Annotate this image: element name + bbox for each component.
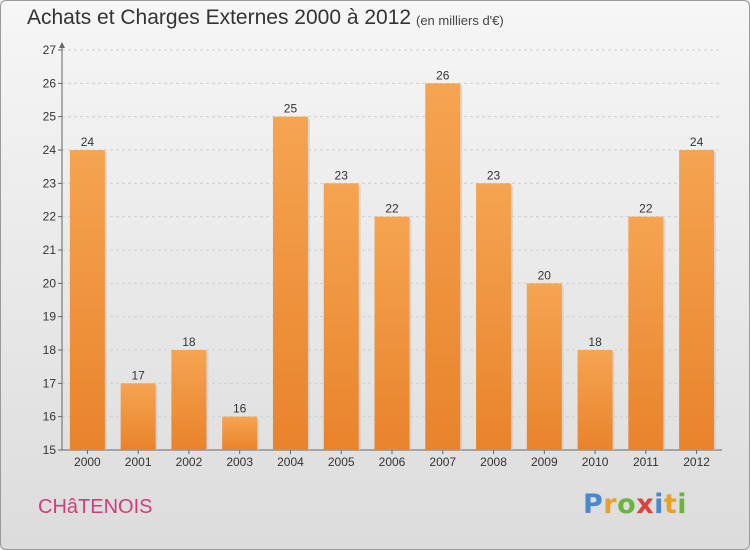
logo-letter: o <box>617 489 637 520</box>
y-tick-label: 22 <box>43 210 57 224</box>
x-tick-label: 2007 <box>429 455 456 469</box>
x-tick-label: 2002 <box>176 455 203 469</box>
bar <box>120 383 156 450</box>
y-tick-label: 18 <box>43 343 57 357</box>
bar <box>272 116 308 451</box>
x-tick-label: 2012 <box>683 455 710 469</box>
logo-letter: t <box>663 489 678 520</box>
bar <box>526 283 562 450</box>
bar <box>69 150 105 450</box>
logo-letter: r <box>603 489 618 520</box>
x-tick-label: 2009 <box>531 455 558 469</box>
y-tick-label: 24 <box>43 143 57 157</box>
bar <box>323 183 359 451</box>
x-tick-label: 2008 <box>480 455 507 469</box>
bar <box>577 350 613 450</box>
data-label: 16 <box>233 402 247 416</box>
y-tick-label: 27 <box>43 43 57 57</box>
x-tick-label: 2003 <box>226 455 253 469</box>
chart-title: Achats et Charges Externes 2000 à 2012 <box>27 6 412 29</box>
data-label: 18 <box>182 335 196 349</box>
bars <box>69 83 717 451</box>
data-label: 23 <box>335 168 349 182</box>
y-tick-label: 17 <box>43 376 57 390</box>
y-tick-label: 19 <box>43 310 57 324</box>
data-label: 17 <box>131 368 145 382</box>
data-label: 24 <box>81 135 95 149</box>
chart-subtitle: (en milliers d'€) <box>416 13 504 28</box>
bar <box>476 183 512 451</box>
logo-letter: i <box>677 489 688 520</box>
data-label: 26 <box>436 68 450 82</box>
bar <box>374 216 410 450</box>
x-tick-label: 2006 <box>379 455 406 469</box>
y-tick-label: 25 <box>43 110 57 124</box>
y-tick-label: 23 <box>43 176 57 190</box>
x-tick-label: 2004 <box>277 455 304 469</box>
logo-letter: x <box>636 489 655 520</box>
y-axis-arrow <box>59 42 65 48</box>
data-label: 18 <box>588 335 602 349</box>
data-label: 25 <box>284 102 298 116</box>
logo-letter: i <box>654 489 664 520</box>
x-tick-label: 2001 <box>125 455 152 469</box>
y-tick-label: 16 <box>43 410 57 424</box>
data-label: 24 <box>690 135 704 149</box>
bar <box>679 150 715 450</box>
x-tick-label: 2010 <box>582 455 609 469</box>
bar <box>425 83 461 450</box>
x-tick-label: 2005 <box>328 455 355 469</box>
x-tick-label: 2011 <box>633 455 659 469</box>
x-tick-label: 2000 <box>74 455 101 469</box>
bar <box>222 416 258 450</box>
logo-letter: P <box>583 489 604 520</box>
place-name: CHâTENOIS <box>38 496 153 518</box>
y-tick-label: 20 <box>43 276 57 290</box>
bar <box>171 350 207 450</box>
y-tick-label: 21 <box>43 243 57 257</box>
proxiti-logo: Proxiti <box>583 489 687 520</box>
data-label: 20 <box>538 268 552 282</box>
data-label: 22 <box>385 202 399 216</box>
data-label: 23 <box>487 168 501 182</box>
bar <box>628 216 664 450</box>
labels: 15 16 17 18 19 20 21 22 23 24 25 26 27 24 2000 17 2001 18… <box>43 43 711 469</box>
data-label: 22 <box>639 202 653 216</box>
y-tick-label: 26 <box>43 76 57 90</box>
y-tick-label: 15 <box>43 443 57 457</box>
